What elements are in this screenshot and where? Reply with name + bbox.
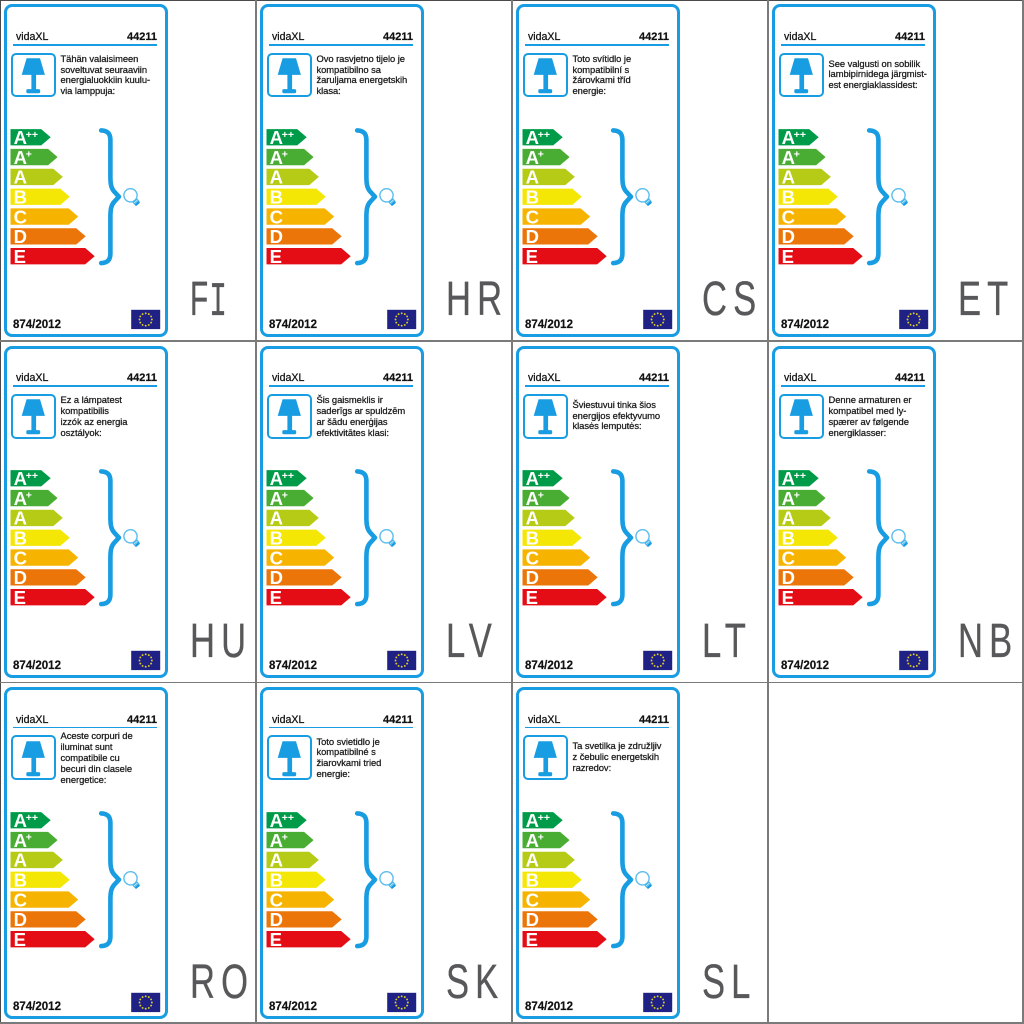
- svg-text:D: D: [526, 909, 539, 930]
- svg-text:A: A: [526, 127, 539, 148]
- svg-text:E: E: [14, 246, 26, 267]
- svg-text:B: B: [782, 187, 795, 208]
- svg-text:A: A: [526, 849, 539, 870]
- svg-text:++: ++: [538, 812, 550, 824]
- svg-text:A: A: [14, 167, 27, 188]
- svg-text:A: A: [14, 468, 27, 489]
- svg-text:A: A: [270, 508, 283, 529]
- svg-text:+: +: [26, 149, 32, 161]
- svg-text:C: C: [526, 889, 539, 910]
- svg-text:A: A: [526, 167, 539, 188]
- svg-text:A: A: [782, 167, 795, 188]
- svg-text:E: E: [14, 587, 26, 608]
- svg-text:B: B: [270, 869, 283, 890]
- svg-text:++: ++: [538, 470, 550, 482]
- svg-text:+: +: [282, 490, 288, 502]
- svg-text:A: A: [526, 830, 539, 851]
- svg-text:+: +: [282, 149, 288, 161]
- svg-text:A: A: [14, 147, 27, 168]
- svg-text:A: A: [14, 810, 27, 831]
- svg-text:C: C: [526, 206, 539, 227]
- svg-text:E: E: [782, 587, 794, 608]
- svg-text:A: A: [14, 830, 27, 851]
- svg-text:B: B: [526, 187, 539, 208]
- svg-text:C: C: [782, 206, 795, 227]
- svg-text:A: A: [526, 468, 539, 489]
- svg-text:A: A: [14, 849, 27, 870]
- svg-text:A: A: [782, 147, 795, 168]
- svg-text:A: A: [782, 468, 795, 489]
- svg-text:++: ++: [282, 812, 294, 824]
- svg-text:D: D: [270, 909, 283, 930]
- svg-text:C: C: [14, 548, 27, 569]
- svg-text:C: C: [270, 206, 283, 227]
- svg-text:D: D: [14, 909, 27, 930]
- svg-text:B: B: [782, 528, 795, 549]
- svg-text:+: +: [794, 490, 800, 502]
- svg-text:C: C: [270, 889, 283, 910]
- svg-text:B: B: [270, 187, 283, 208]
- svg-text:A: A: [14, 508, 27, 529]
- svg-text:A: A: [526, 508, 539, 529]
- svg-text:A: A: [782, 127, 795, 148]
- svg-text:E: E: [270, 246, 282, 267]
- svg-text:+: +: [538, 490, 544, 502]
- svg-text:E: E: [526, 587, 538, 608]
- svg-text:A: A: [526, 810, 539, 831]
- svg-text:A: A: [782, 488, 795, 509]
- svg-text:++: ++: [26, 129, 38, 141]
- svg-text:A: A: [270, 468, 283, 489]
- svg-text:D: D: [270, 226, 283, 247]
- svg-text:+: +: [282, 831, 288, 843]
- svg-text:D: D: [526, 567, 539, 588]
- svg-text:D: D: [14, 567, 27, 588]
- svg-text:++: ++: [26, 812, 38, 824]
- svg-text:C: C: [270, 548, 283, 569]
- svg-text:A: A: [270, 849, 283, 870]
- svg-text:+: +: [794, 149, 800, 161]
- svg-text:++: ++: [794, 129, 806, 141]
- svg-text:++: ++: [282, 470, 294, 482]
- svg-text:A: A: [782, 508, 795, 529]
- svg-text:+: +: [26, 831, 32, 843]
- svg-text:B: B: [526, 869, 539, 890]
- svg-text:A: A: [526, 488, 539, 509]
- svg-text:A: A: [270, 147, 283, 168]
- svg-text:+: +: [538, 149, 544, 161]
- svg-text:++: ++: [794, 470, 806, 482]
- svg-text:B: B: [270, 528, 283, 549]
- svg-text:A: A: [14, 127, 27, 148]
- svg-text:A: A: [270, 127, 283, 148]
- svg-text:A: A: [270, 830, 283, 851]
- svg-text:A: A: [270, 488, 283, 509]
- svg-text:B: B: [14, 869, 27, 890]
- svg-text:C: C: [14, 206, 27, 227]
- svg-text:+: +: [26, 490, 32, 502]
- svg-text:++: ++: [538, 129, 550, 141]
- svg-text:A: A: [270, 810, 283, 831]
- svg-text:E: E: [14, 929, 26, 950]
- svg-text:++: ++: [26, 470, 38, 482]
- svg-text:C: C: [14, 889, 27, 910]
- svg-text:B: B: [526, 528, 539, 549]
- svg-text:D: D: [782, 567, 795, 588]
- svg-text:C: C: [782, 548, 795, 569]
- svg-text:E: E: [782, 246, 794, 267]
- svg-text:B: B: [14, 187, 27, 208]
- svg-text:A: A: [14, 488, 27, 509]
- svg-text:++: ++: [282, 129, 294, 141]
- svg-text:E: E: [270, 929, 282, 950]
- svg-text:D: D: [270, 567, 283, 588]
- svg-text:E: E: [270, 587, 282, 608]
- svg-text:+: +: [538, 831, 544, 843]
- svg-text:D: D: [14, 226, 27, 247]
- svg-text:B: B: [14, 528, 27, 549]
- svg-text:A: A: [526, 147, 539, 168]
- svg-text:D: D: [526, 226, 539, 247]
- svg-text:A: A: [270, 167, 283, 188]
- svg-text:C: C: [526, 548, 539, 569]
- svg-text:E: E: [526, 246, 538, 267]
- svg-text:E: E: [526, 929, 538, 950]
- svg-text:D: D: [782, 226, 795, 247]
